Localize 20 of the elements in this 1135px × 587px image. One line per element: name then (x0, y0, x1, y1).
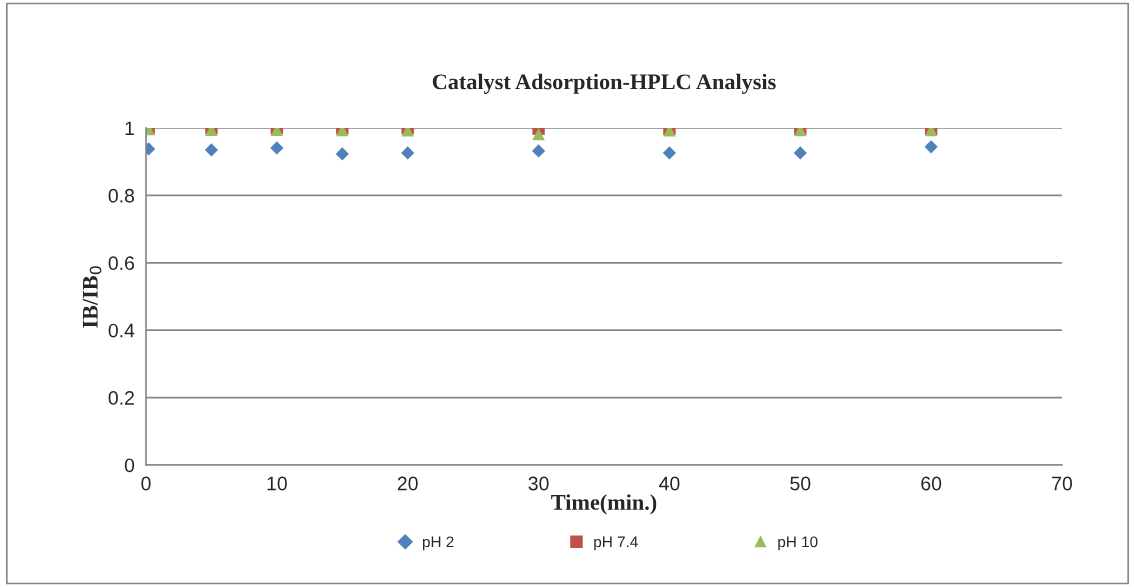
x-tick-label: 30 (528, 476, 549, 491)
chart-title: Catalyst Adsorption-HPLC Analysis (432, 73, 776, 94)
x-tick-label: 50 (790, 476, 811, 491)
y-tick-label: 0.2 (108, 391, 134, 405)
y-tick-label: 0 (124, 458, 135, 473)
legend-label: pH 10 (778, 536, 818, 551)
y-tick-label: 0.4 (108, 323, 135, 338)
x-tick-label: 60 (921, 476, 942, 491)
y-tick-label: 0.6 (108, 256, 135, 271)
legend-label: pH 2 (422, 536, 454, 551)
x-tick-label: 10 (267, 476, 287, 491)
y-tick-label: 0.8 (108, 188, 135, 203)
x-tick-label: 0 (141, 476, 151, 491)
legend-label: pH 7.4 (594, 536, 638, 551)
y-tick-label: 1 (125, 121, 134, 136)
x-tick-label: 40 (659, 476, 680, 491)
y-axis-title: IB/IB$_{0}$ (82, 266, 102, 328)
x-tick-label: 70 (1052, 476, 1073, 491)
x-axis-title: Time(min.) (551, 494, 657, 515)
x-tick-label: 20 (397, 476, 418, 491)
